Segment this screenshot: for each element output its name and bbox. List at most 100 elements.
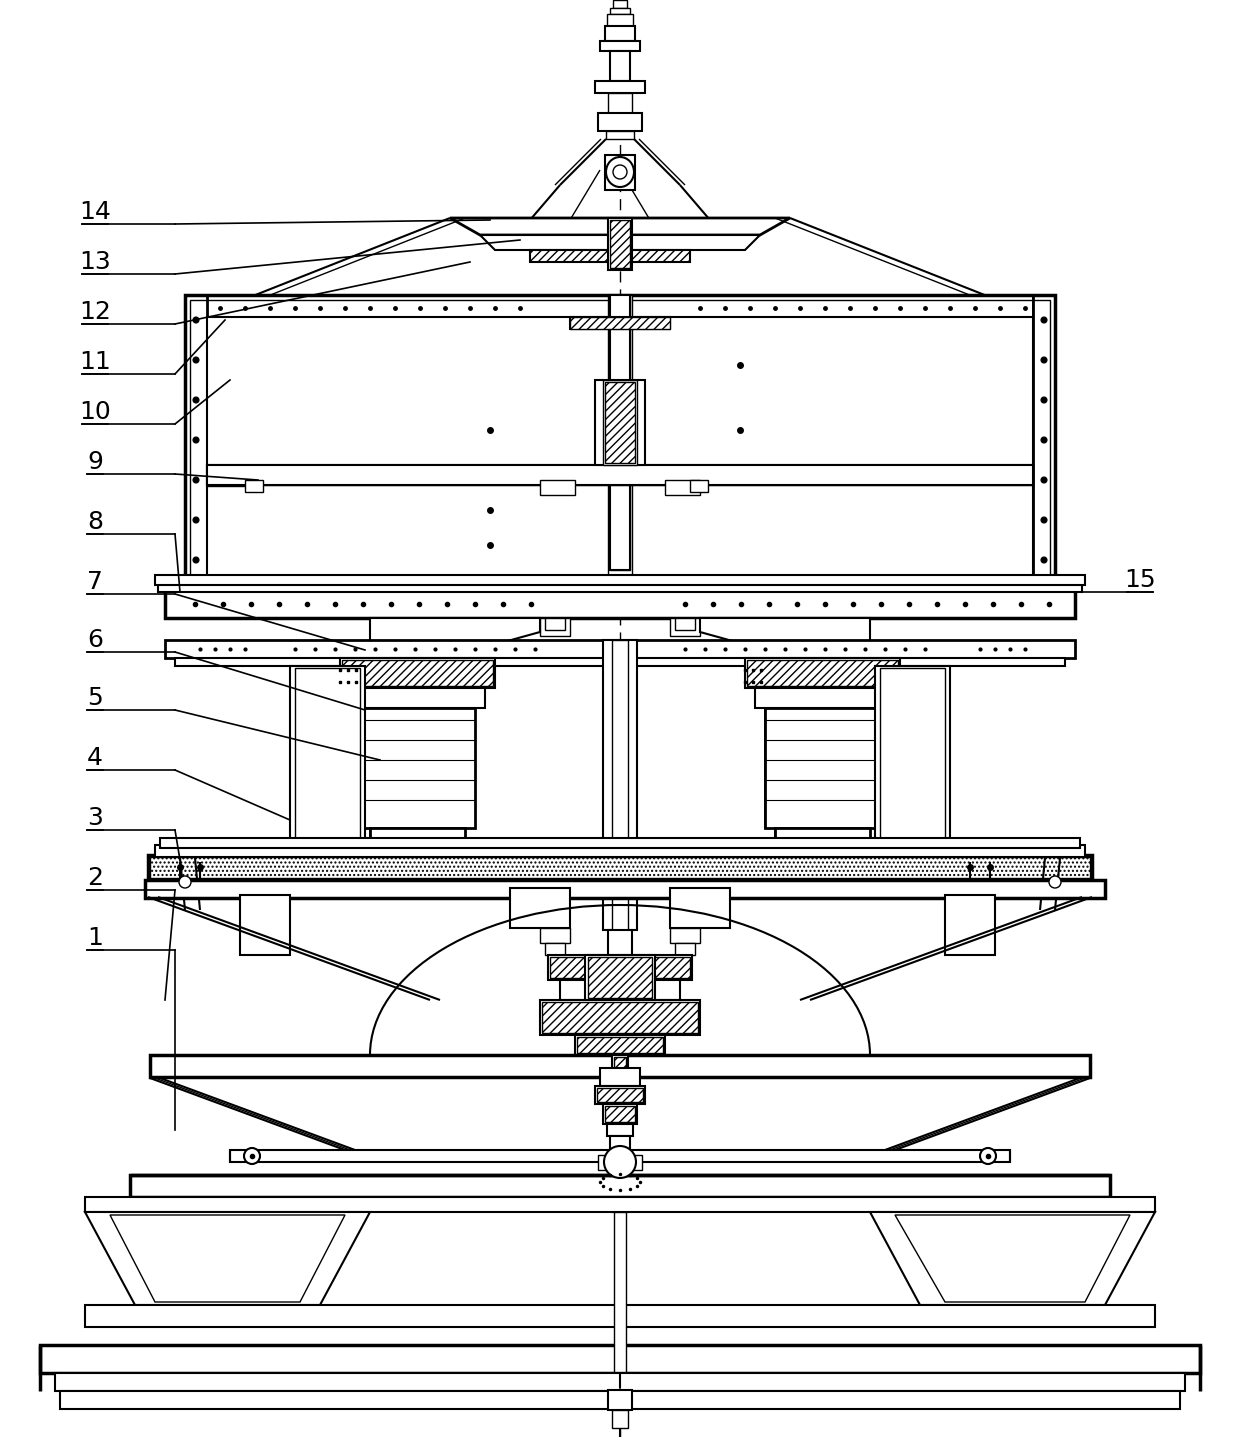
Text: 5: 5 (87, 685, 103, 710)
Bar (595, 379, 645, 466)
Circle shape (179, 877, 191, 888)
Polygon shape (480, 236, 760, 250)
Bar (613, 639, 627, 930)
Bar (190, 300, 1050, 605)
Circle shape (1042, 356, 1047, 364)
Bar (370, 828, 465, 888)
Circle shape (193, 397, 198, 402)
Bar (596, 1088, 644, 1102)
Bar (207, 466, 1033, 486)
Bar (510, 888, 570, 928)
Bar (570, 318, 670, 329)
Ellipse shape (613, 165, 627, 180)
Bar (603, 1104, 637, 1124)
Bar (539, 480, 575, 494)
Bar (40, 1345, 1200, 1372)
Bar (155, 575, 1085, 585)
Bar (560, 980, 680, 1000)
Polygon shape (701, 618, 870, 650)
Bar (360, 708, 475, 828)
Bar (608, 930, 632, 980)
Text: 11: 11 (79, 351, 110, 374)
Bar (675, 618, 694, 629)
Bar (185, 592, 1055, 609)
Bar (577, 1038, 663, 1053)
Bar (755, 688, 890, 708)
Circle shape (980, 1148, 996, 1164)
Bar (605, 155, 635, 190)
Bar (608, 1390, 632, 1410)
Bar (175, 658, 1065, 665)
Bar (610, 220, 630, 267)
Bar (614, 1058, 626, 1132)
Bar (945, 895, 994, 956)
Bar (875, 665, 950, 856)
Bar (610, 1137, 630, 1154)
Text: 3: 3 (87, 806, 103, 831)
Bar (610, 9, 630, 14)
Bar (155, 845, 1085, 856)
Bar (185, 295, 1055, 609)
Bar (745, 658, 900, 688)
Bar (86, 1197, 1154, 1211)
Bar (340, 658, 495, 688)
Bar (603, 639, 637, 930)
Bar (600, 1068, 640, 1086)
Bar (605, 1106, 635, 1122)
Bar (350, 688, 485, 708)
Bar (160, 838, 1080, 848)
Bar (608, 1000, 632, 1061)
Bar (145, 879, 1105, 898)
Bar (548, 956, 692, 980)
Bar (610, 1002, 630, 1058)
Text: 6: 6 (87, 628, 103, 652)
Bar (342, 660, 494, 685)
Bar (185, 295, 1055, 318)
Bar (765, 708, 880, 828)
Bar (746, 660, 898, 685)
Circle shape (1049, 877, 1061, 888)
Bar (675, 943, 694, 956)
Text: 10: 10 (79, 399, 110, 424)
Bar (360, 708, 475, 828)
Bar (207, 318, 1033, 592)
Bar (86, 1305, 1154, 1326)
Bar (613, 1163, 627, 1211)
Bar (185, 295, 207, 609)
Bar (55, 1372, 1185, 1391)
Text: 2: 2 (87, 867, 103, 890)
Bar (1033, 295, 1055, 609)
Polygon shape (870, 1211, 1154, 1305)
Text: 12: 12 (79, 300, 110, 323)
Bar (595, 1086, 645, 1104)
Text: 15: 15 (1125, 568, 1156, 592)
Circle shape (244, 1148, 260, 1164)
Bar (670, 928, 701, 943)
Bar (539, 618, 570, 637)
Text: 1: 1 (87, 925, 103, 950)
Bar (148, 855, 1092, 879)
Polygon shape (110, 1216, 345, 1302)
Circle shape (1042, 558, 1047, 563)
Bar (546, 943, 565, 956)
Polygon shape (450, 218, 790, 236)
Bar (614, 1164, 626, 1210)
Bar (150, 856, 1090, 878)
Bar (689, 480, 708, 491)
Bar (613, 1410, 627, 1428)
Polygon shape (370, 618, 539, 650)
Bar (608, 295, 632, 609)
Circle shape (1042, 397, 1047, 402)
Bar (670, 618, 701, 637)
Bar (603, 639, 637, 930)
Bar (290, 665, 365, 856)
Circle shape (1042, 517, 1047, 523)
Bar (246, 480, 263, 491)
Bar (539, 928, 570, 943)
Bar (546, 618, 565, 629)
Bar (150, 1055, 1090, 1076)
Bar (585, 956, 655, 1000)
Circle shape (193, 437, 198, 443)
Bar (185, 295, 207, 609)
Text: 13: 13 (79, 250, 110, 274)
